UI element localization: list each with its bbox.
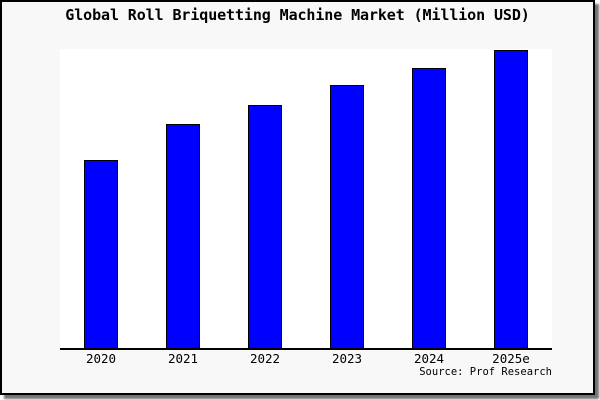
bar-slot-2025e — [470, 49, 552, 348]
x-tick-label-2020: 2020 — [85, 351, 117, 366]
bar-slot-2024 — [388, 49, 470, 348]
bar-2025e — [494, 49, 528, 348]
bar-2024 — [412, 67, 446, 348]
plot-area — [60, 49, 552, 350]
x-tick-label-2025e: 2025e — [492, 351, 530, 366]
x-tick-label-2024: 2024 — [413, 351, 445, 366]
source-caption: Source: Prof Research — [419, 366, 552, 378]
bar-slot-2020 — [60, 49, 142, 348]
x-tick-label-2021: 2021 — [167, 351, 199, 366]
chart-figure: Global Roll Briquetting Machine Market (… — [0, 0, 595, 395]
x-tick-label-2022: 2022 — [249, 351, 281, 366]
bar-2022 — [248, 104, 282, 348]
bar-slot-2021 — [142, 49, 224, 348]
bar-2021 — [166, 124, 200, 348]
bars-container — [60, 49, 552, 348]
bar-2020 — [84, 160, 118, 348]
bar-slot-2023 — [306, 49, 388, 348]
chart-title: Global Roll Briquetting Machine Market (… — [65, 6, 530, 24]
x-axis-labels: 2020 2021 2022 2023 2024 2025e — [60, 352, 552, 366]
bar-slot-2022 — [224, 49, 306, 348]
bar-2023 — [330, 85, 364, 348]
x-tick-label-2023: 2023 — [331, 351, 363, 366]
